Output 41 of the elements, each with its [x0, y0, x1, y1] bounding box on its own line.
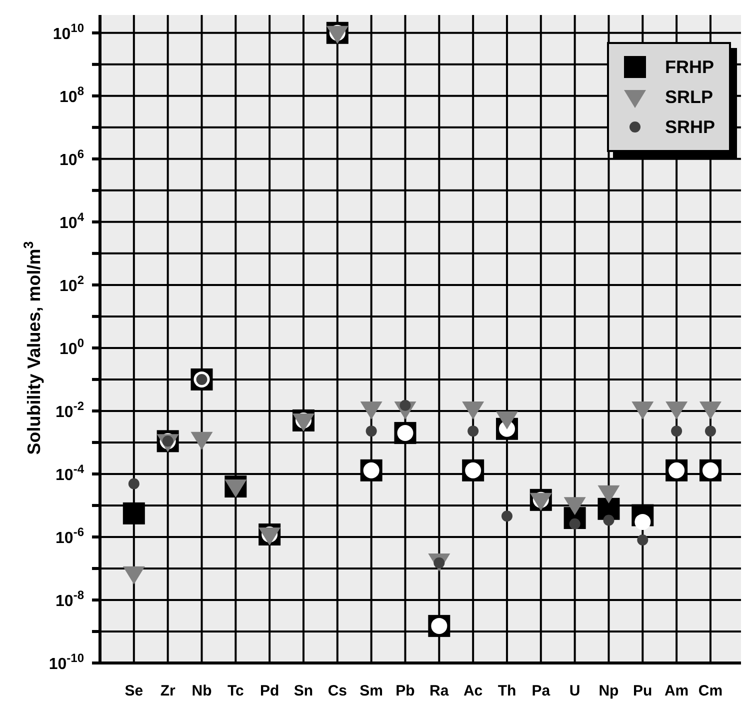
x-tick-label: Nb [192, 682, 212, 700]
y-tick-label: 10$^{-2}$ [56, 398, 84, 421]
legend-label: SRHP [664, 116, 715, 138]
x-tick-label: Pa [532, 682, 551, 700]
x-tick-label: Am [664, 682, 689, 700]
x-tick-label: Sm [360, 682, 383, 700]
point [122, 502, 145, 524]
point [468, 426, 479, 437]
x-tick-label: Se [124, 682, 144, 700]
y-tick-label: 10$^{-6}$ [56, 524, 84, 547]
y-tick-label: 10$^{8}$ [60, 84, 84, 106]
point [501, 510, 512, 522]
point [704, 426, 716, 437]
x-tick-label: Pd [260, 682, 280, 700]
y-tick-label: 10$^{2}$ [60, 272, 84, 295]
x-tick-label: Pb [396, 682, 415, 700]
y-tick-label: 10$^{10}$ [52, 20, 84, 43]
x-tick-label: Cm [698, 682, 723, 700]
x-tick-label: Ac [463, 682, 483, 700]
y-tick-label: 10$^{-10}$ [48, 651, 84, 673]
x-tick-label: U [569, 682, 580, 700]
x-tick-label: Tc [227, 682, 244, 700]
y-tick-label: 10$^{-8}$ [56, 588, 84, 610]
legend-label: SRLP [664, 86, 713, 108]
y-tick-label: 10$^{0}$ [60, 336, 84, 358]
x-tick-label: Cs [328, 682, 347, 700]
x-tick-label: Th [498, 682, 516, 700]
x-tick-label: Ra [430, 682, 450, 700]
point [671, 426, 682, 437]
y-tick-label: 10$^{-4}$ [56, 462, 84, 484]
point [603, 514, 614, 526]
point [366, 426, 377, 437]
point [637, 534, 648, 546]
y-tick-label: 10$^{6}$ [60, 146, 84, 169]
point [128, 478, 140, 490]
x-tick-label: Zr [160, 682, 176, 700]
x-tick-label: Np [598, 682, 619, 700]
legend-label: FRHP [664, 56, 714, 78]
x-tick-label: Pu [633, 682, 652, 700]
x-tick-label: Sn [294, 682, 314, 700]
y-tick-label: 10$^{4}$ [60, 210, 84, 232]
